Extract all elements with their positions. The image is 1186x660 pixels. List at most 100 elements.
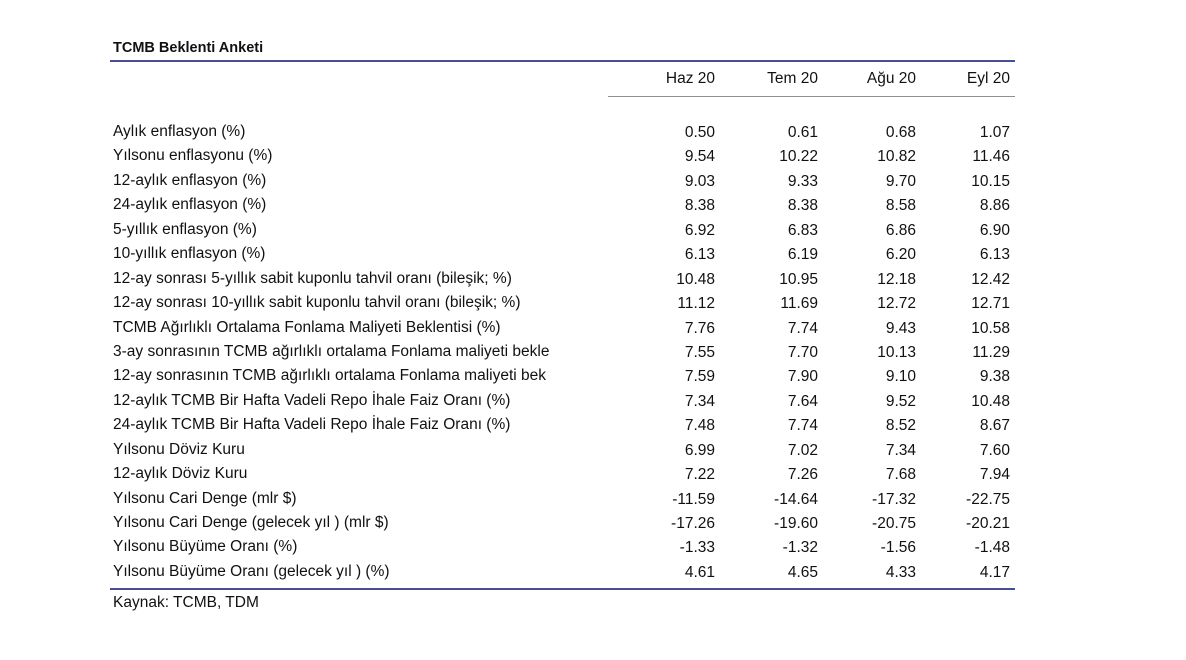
table-row: 10-yıllık enflasyon (%) 6.13 6.19 6.20 6…	[110, 242, 1015, 266]
bottom-rule	[110, 588, 1015, 591]
table-row: Yılsonu Büyüme Oranı (gelecek yıl ) (%) …	[110, 560, 1015, 584]
column-header: Eyl 20	[966, 70, 1010, 87]
row-value: 10.82	[877, 148, 916, 166]
table-row: 5-yıllık enflasyon (%) 6.92 6.83 6.86 6.…	[110, 218, 1015, 242]
row-value: 9.03	[684, 172, 715, 190]
row-value: 7.02	[787, 441, 818, 459]
row-label: 12-aylık enflasyon (%)	[113, 171, 267, 189]
row-label: Yılsonu Büyüme Oranı (%)	[113, 538, 298, 556]
row-value: 6.19	[787, 246, 818, 264]
row-value: -20.75	[872, 515, 916, 532]
row-value: 0.50	[684, 124, 715, 141]
table-row: Yılsonu Cari Denge (mlr $) -11.59 -14.64…	[110, 487, 1015, 511]
row-label: 12-aylık TCMB Bir Hafta Vadeli Repo İhal…	[113, 391, 511, 409]
header-rule	[608, 96, 1015, 97]
row-value: 10.48	[971, 392, 1010, 410]
row-label: Yılsonu Cari Denge (gelecek yıl ) (mlr $…	[113, 514, 389, 531]
table-row: 12-aylık TCMB Bir Hafta Vadeli Repo İhal…	[110, 389, 1015, 413]
row-label: 3-ay sonrasının TCMB ağırlıklı ortalama …	[113, 342, 550, 360]
row-value: 4.61	[684, 563, 715, 581]
row-label: 12-aylık Döviz Kuru	[113, 465, 248, 483]
row-value: 9.54	[684, 148, 715, 166]
row-label: 10-yıllık enflasyon (%)	[113, 245, 266, 263]
row-label: 12-ay sonrası 10-yıllık sabit kuponlu ta…	[113, 294, 521, 312]
column-header: Tem 20	[767, 70, 818, 87]
row-value: 9.10	[885, 368, 916, 386]
row-label: 24-aylık enflasyon (%)	[113, 196, 267, 214]
row-value: -17.32	[872, 490, 916, 508]
row-value: 7.60	[979, 441, 1010, 459]
table-row: 24-aylık TCMB Bir Hafta Vadeli Repo İhal…	[110, 413, 1015, 437]
table-row: 12-ay sonrası 5-yıllık sabit kuponlu tah…	[110, 267, 1015, 291]
row-value: -20.21	[966, 515, 1010, 532]
table-title: TCMB Beklenti Anketi	[113, 40, 264, 56]
row-value: 7.70	[787, 343, 818, 361]
row-value: 9.43	[885, 319, 916, 337]
table-row: Yılsonu enflasyonu (%) 9.54 10.22 10.82 …	[110, 144, 1015, 168]
table-row: Yılsonu Döviz Kuru 6.99 7.02 7.34 7.60	[110, 438, 1015, 462]
row-value: 12.71	[971, 295, 1010, 313]
source-note: Kaynak: TCMB, TDM	[113, 594, 259, 612]
row-value: 8.52	[885, 417, 916, 435]
row-value: 11.69	[780, 295, 818, 313]
row-value: 11.46	[972, 148, 1010, 166]
row-value: 7.59	[684, 368, 715, 386]
row-value: 4.65	[787, 563, 818, 581]
row-value: 6.86	[885, 221, 916, 239]
row-value: -1.48	[974, 539, 1010, 557]
row-value: 0.61	[787, 124, 818, 141]
row-value: 7.90	[787, 368, 818, 386]
row-value: -19.60	[774, 515, 818, 532]
table-row: 24-aylık enflasyon (%) 8.38 8.38 8.58 8.…	[110, 193, 1015, 217]
row-value: 8.86	[979, 197, 1010, 215]
row-value: 6.20	[885, 246, 916, 264]
column-header-row: Haz 20 Tem 20 Ağu 20 Eyl 20	[110, 62, 1015, 98]
row-label: Aylık enflasyon (%)	[113, 123, 246, 140]
table-row: Aylık enflasyon (%) 0.50 0.61 0.68 1.07	[110, 120, 1015, 144]
row-value: 0.68	[885, 124, 916, 141]
survey-table: TCMB Beklenti Anketi Haz 20 Tem 20 Ağu 2…	[110, 38, 1015, 613]
row-label: 5-yıllık enflasyon (%)	[113, 220, 257, 238]
row-value: 10.22	[779, 148, 818, 166]
row-value: 4.33	[885, 563, 916, 581]
row-value: 7.74	[787, 417, 818, 435]
table-row: TCMB Ağırlıklı Ortalama Fonlama Maliyeti…	[110, 316, 1015, 340]
row-value: -1.33	[679, 539, 715, 557]
row-value: 7.22	[684, 466, 715, 484]
table-row: Yılsonu Cari Denge (gelecek yıl ) (mlr $…	[110, 511, 1015, 535]
table-row: 12-aylık enflasyon (%) 9.03 9.33 9.70 10…	[110, 169, 1015, 193]
table-row: 12-aylık Döviz Kuru 7.22 7.26 7.68 7.94	[110, 462, 1015, 486]
row-value: 7.55	[684, 343, 715, 361]
row-value: 11.29	[972, 343, 1010, 361]
row-value: 7.34	[684, 392, 715, 410]
row-label: TCMB Ağırlıklı Ortalama Fonlama Maliyeti…	[113, 318, 501, 336]
row-label: 24-aylık TCMB Bir Hafta Vadeli Repo İhal…	[113, 416, 511, 434]
row-value: 10.95	[779, 270, 818, 288]
row-value: 9.38	[979, 368, 1010, 386]
row-value: 10.13	[877, 343, 916, 361]
row-value: 7.74	[787, 319, 818, 337]
row-value: 7.64	[787, 392, 818, 410]
row-label: 12-ay sonrası 5-yıllık sabit kuponlu tah…	[113, 269, 512, 287]
row-value: 6.90	[979, 221, 1010, 239]
row-label: Yılsonu Döviz Kuru	[113, 440, 245, 458]
row-label: Yılsonu Cari Denge (mlr $)	[113, 489, 297, 507]
row-value: 9.70	[885, 172, 916, 190]
row-value: 12.42	[971, 270, 1010, 288]
row-value: 6.83	[787, 221, 818, 239]
row-value: 9.52	[885, 392, 916, 410]
row-value: 7.34	[885, 441, 916, 459]
title-rule	[110, 60, 1015, 62]
column-header: Ağu 20	[866, 70, 916, 87]
column-header: Haz 20	[665, 70, 715, 87]
table-row: 3-ay sonrasının TCMB ağırlıklı ortalama …	[110, 340, 1015, 364]
row-value: 8.38	[787, 197, 818, 215]
row-label: 12-ay sonrasının TCMB ağırlıklı ortalama…	[113, 367, 547, 385]
row-value: 6.92	[684, 221, 715, 239]
row-value: 12.72	[877, 295, 916, 313]
row-value: 10.15	[971, 172, 1010, 190]
row-value: 4.17	[979, 563, 1010, 581]
row-value: 8.67	[979, 417, 1010, 435]
table-body: Aylık enflasyon (%) 0.50 0.61 0.68 1.07 …	[110, 120, 1015, 584]
row-value: 8.58	[885, 197, 916, 215]
